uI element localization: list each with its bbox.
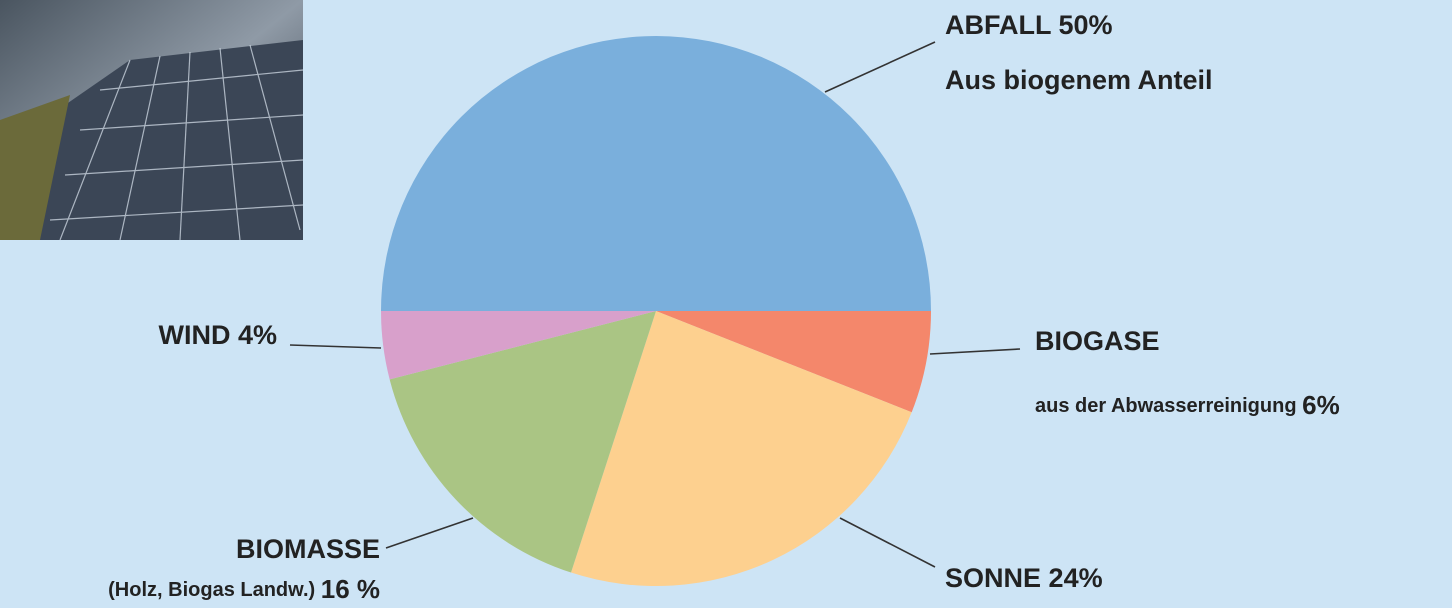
leader-line [385, 517, 474, 549]
slice-label: SONNE 24% [945, 563, 1103, 593]
slice-label: ABFALL 50% [945, 10, 1113, 40]
value-label: 6% [1302, 390, 1340, 420]
value-label: 16 % [321, 574, 380, 604]
value-label: 4% [238, 320, 277, 350]
category-label: BIOGASE [1035, 326, 1160, 356]
pie-slice [571, 311, 912, 586]
category-label: SONNE [945, 563, 1041, 593]
category-label: WIND [158, 320, 230, 350]
annotation: Aus biogenem Anteil [945, 65, 1213, 95]
slice-label: WIND 4% [158, 320, 277, 350]
slice-note: aus der Abwasserreinigung 6% [1035, 390, 1340, 420]
pie-slice [381, 36, 931, 311]
value-label: 24% [1049, 563, 1103, 593]
slice-label: BIOGASE [1035, 326, 1160, 356]
leader-line [839, 517, 936, 568]
category-note: aus der Abwasserreinigung [1035, 395, 1297, 417]
category-label: BIOMASSE [236, 534, 380, 564]
category-note: (Holz, Biogas Landw.) [108, 579, 315, 601]
pie-slice [656, 311, 931, 413]
pie-slice [381, 311, 656, 380]
category-label: ABFALL [945, 10, 1051, 40]
photo [0, 0, 304, 241]
value-label: 50% [1059, 10, 1113, 40]
slice-note: (Holz, Biogas Landw.) 16 % [108, 574, 380, 604]
slice-label: BIOMASSE [236, 534, 380, 564]
leader-line [929, 348, 1021, 355]
leader-line [289, 344, 382, 349]
pie-slice [389, 311, 656, 573]
leader-line [824, 41, 936, 93]
